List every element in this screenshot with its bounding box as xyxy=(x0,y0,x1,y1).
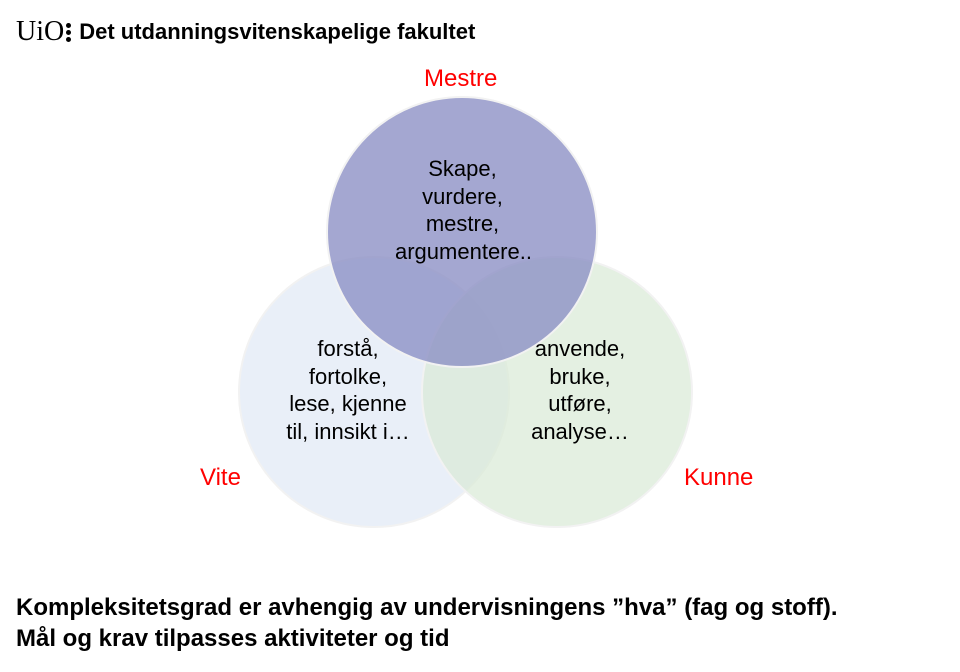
venn-diagram: Mestre Vite Kunne Skape, vurdere, mestre… xyxy=(0,0,960,672)
venn-right-title: Kunne xyxy=(684,464,753,492)
footer-line1: Kompleksitetsgrad er avhengig av undervi… xyxy=(16,592,944,623)
venn-left-title: Vite xyxy=(200,464,241,492)
venn-right-text: anvende, bruke, utføre, analyse… xyxy=(505,335,655,445)
footer-line2: Mål og krav tilpasses aktiviteter og tid xyxy=(16,623,944,654)
venn-top-text: Skape, vurdere, mestre, argumentere.. xyxy=(395,155,530,265)
venn-left-text: forstå, fortolke, lese, kjenne til, inns… xyxy=(263,335,433,445)
venn-top-title: Mestre xyxy=(424,65,497,93)
footer-text: Kompleksitetsgrad er avhengig av undervi… xyxy=(16,592,944,654)
page-root: UiO Det utdanningsvitenskapelige fakulte… xyxy=(0,0,960,672)
